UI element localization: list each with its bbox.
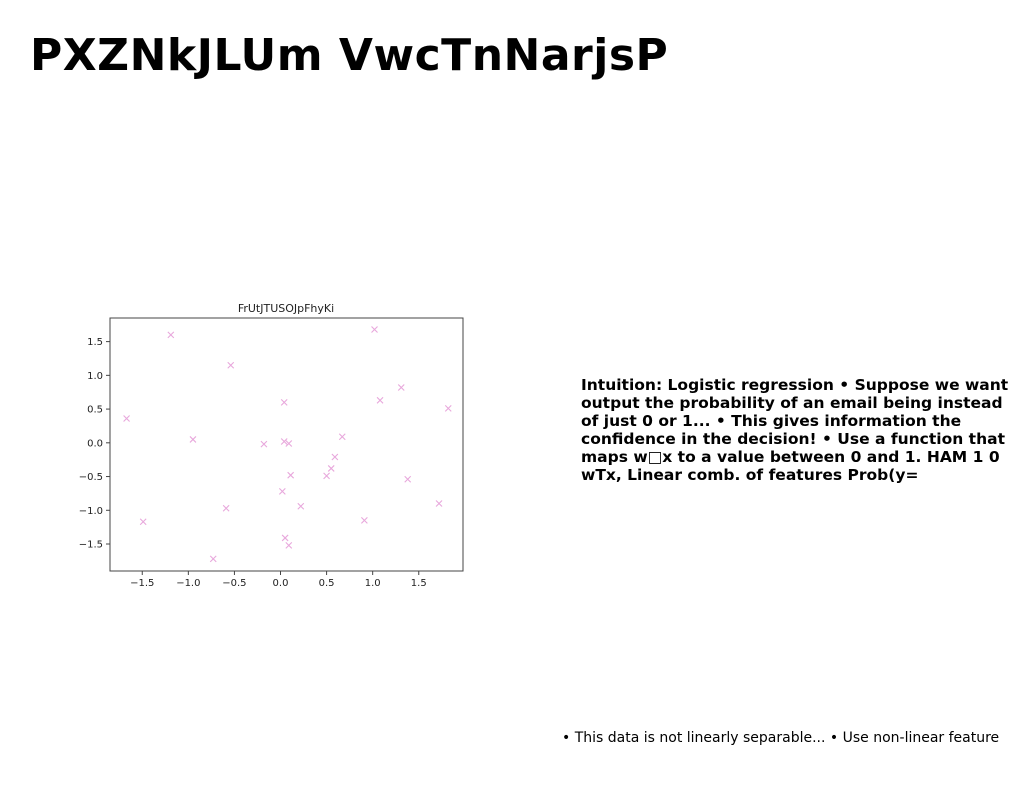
y-tick-label: −1.0 xyxy=(79,506,103,517)
data-point-x-marker xyxy=(327,465,335,472)
scatter-chart: FrUtJTUSOJpFhyKi −1.5 −1.0 −0.5 0.0 0.5 1.0 1.… xyxy=(60,295,480,595)
data-point-x-marker xyxy=(222,504,230,512)
data-point-x-marker xyxy=(278,488,286,495)
data-point-x-marker xyxy=(285,541,293,549)
y-tick-label: −0.5 xyxy=(79,472,103,483)
scatter-chart-svg: FrUtJTUSOJpFhyKi −1.5 −1.0 −0.5 0.0 0.5 1.0 1.… xyxy=(79,302,464,589)
y-tick-label: 1.5 xyxy=(87,337,103,348)
data-point-x-marker xyxy=(435,500,443,507)
y-tick-label: 0.5 xyxy=(87,405,103,416)
y-tick-label: 1.0 xyxy=(87,371,103,382)
data-point-x-marker xyxy=(323,472,330,480)
data-point-x-marker xyxy=(260,440,268,448)
slide-footer-text: • This data is not linearly separable...… xyxy=(562,730,1000,746)
data-point-x-marker xyxy=(280,438,288,445)
data-point-x-marker xyxy=(280,398,288,406)
data-point-x-marker xyxy=(404,475,412,483)
data-point-x-marker xyxy=(189,436,197,443)
data-point-x-marker xyxy=(444,405,452,412)
slide-body-text: Intuition: Logistic regression • Suppose… xyxy=(581,376,1009,484)
data-point-x-marker xyxy=(139,518,147,526)
data-point-x-marker xyxy=(297,502,305,510)
slide-title: PXZNkJLUm VwcTnNarjsP xyxy=(30,30,669,81)
data-point-x-marker xyxy=(227,361,235,369)
data-point-x-marker xyxy=(287,471,295,479)
x-tick-label: −1.0 xyxy=(176,578,200,589)
x-tick-label: 1.0 xyxy=(365,578,381,589)
data-point-x-marker xyxy=(371,326,378,333)
data-point-x-marker xyxy=(167,331,175,339)
data-point-x-marker xyxy=(360,517,368,524)
data-point-x-marker xyxy=(285,440,293,447)
x-tick-label: −1.5 xyxy=(130,578,154,589)
x-tick-label: 1.5 xyxy=(411,578,427,589)
plot-area-frame xyxy=(109,317,464,572)
x-tick-label: −0.5 xyxy=(222,578,246,589)
data-point-x-marker xyxy=(209,555,217,563)
chart-title: FrUtJTUSOJpFhyKi xyxy=(238,302,334,315)
y-tick-label: −1.5 xyxy=(79,540,103,551)
data-point-x-marker xyxy=(123,415,130,422)
x-axis-ticks: −1.5 −1.0 −0.5 0.0 0.5 1.0 1.5 xyxy=(130,571,427,589)
data-point-x-marker xyxy=(331,453,339,461)
y-axis-ticks: −1.5 −1.0 −0.5 0.0 0.5 1.0 1.5 xyxy=(79,337,110,551)
data-point-x-marker xyxy=(281,534,289,542)
data-points xyxy=(123,326,452,563)
x-tick-label: 0.0 xyxy=(273,578,289,589)
data-point-x-marker xyxy=(338,433,346,441)
y-tick-label: 0.0 xyxy=(87,438,103,449)
x-tick-label: 0.5 xyxy=(319,578,335,589)
data-point-x-marker xyxy=(397,384,405,391)
data-point-x-marker xyxy=(376,396,384,404)
